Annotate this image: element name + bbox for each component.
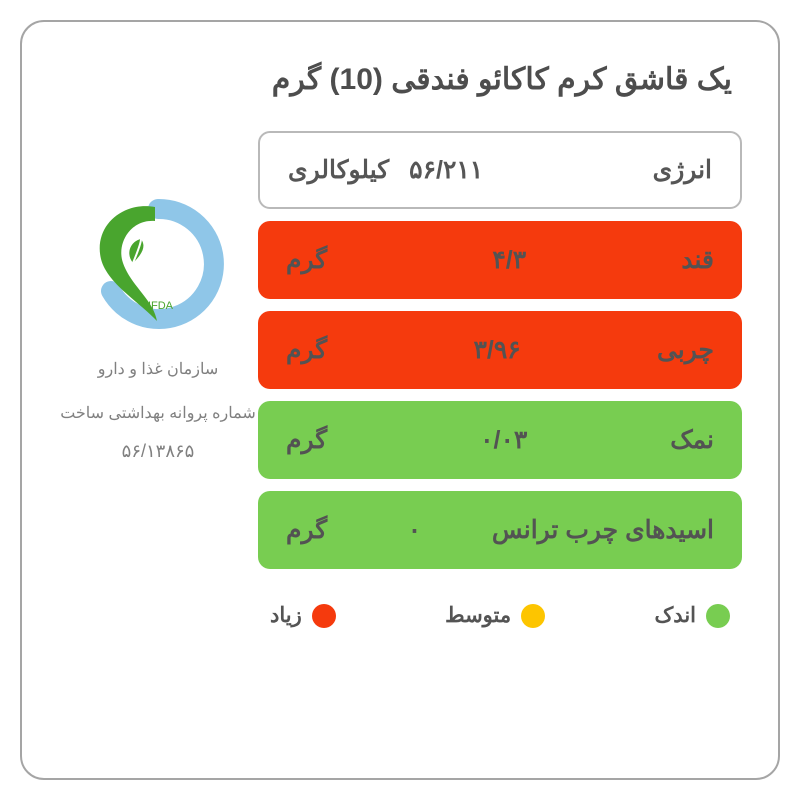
sidebar: IFDA سازمان غذا و دارو شماره پروانه بهدا… — [58, 131, 258, 748]
nutrient-value: ۰/۰۳ — [337, 425, 670, 455]
nutrient-value: ۳/۹۶ — [337, 335, 657, 365]
nutrient-unit: گرم — [286, 335, 327, 365]
nutrient-unit: گرم — [286, 515, 327, 545]
nutrient-value: ۰ — [337, 515, 492, 545]
nutrition-card: یک قاشق کرم کاکائو فندقی (10) گرم انرژی … — [20, 20, 780, 780]
nutrient-row: چربی۳/۹۶ گرم — [258, 311, 742, 389]
nutrient-label: چربی — [657, 335, 714, 365]
legend-dot-high — [312, 604, 336, 628]
legend-dot-low — [706, 604, 730, 628]
org-name: سازمان غذا و دارو — [98, 359, 219, 379]
energy-unit: کیلوکالری — [288, 155, 389, 185]
energy-value: ۵۶/۲۱۱ — [403, 155, 653, 185]
nutrient-value: ۴/۳ — [337, 245, 681, 275]
legend: اندک متوسط زیاد — [258, 603, 742, 628]
energy-label: انرژی — [653, 155, 712, 185]
nutrient-row: اسیدهای چرب ترانس۰ گرم — [258, 491, 742, 569]
nutrient-unit: گرم — [286, 425, 327, 455]
nutrition-main: انرژی ۵۶/۲۱۱ کیلوکالری قند۴/۳گرمچربی۳/۹۶… — [258, 131, 742, 748]
permit-number: ۵۶/۱۳۸۶۵ — [122, 441, 195, 462]
nutrient-row: نمک۰/۰۳ گرم — [258, 401, 742, 479]
legend-high-label: زیاد — [270, 603, 302, 628]
ifda-logo: IFDA — [83, 191, 233, 341]
legend-high: زیاد — [270, 603, 336, 628]
legend-medium-label: متوسط — [445, 603, 511, 628]
energy-row: انرژی ۵۶/۲۱۱ کیلوکالری — [258, 131, 742, 209]
legend-medium: متوسط — [445, 603, 545, 628]
nutrient-label: نمک — [670, 425, 714, 455]
legend-low-label: اندک — [655, 603, 697, 628]
card-title: یک قاشق کرم کاکائو فندقی (10) گرم — [58, 62, 732, 97]
nutrient-unit: گرم — [286, 245, 327, 275]
permit-label: شماره پروانه بهداشتی ساخت — [60, 403, 256, 423]
card-body: انرژی ۵۶/۲۱۱ کیلوکالری قند۴/۳گرمچربی۳/۹۶… — [58, 131, 742, 748]
legend-low: اندک — [655, 603, 731, 628]
nutrient-row: قند۴/۳ گرم — [258, 221, 742, 299]
logo-caption: IFDA — [148, 300, 174, 312]
nutrient-label: قند — [681, 245, 714, 275]
legend-dot-medium — [521, 604, 545, 628]
nutrient-label: اسیدهای چرب ترانس — [492, 515, 714, 545]
